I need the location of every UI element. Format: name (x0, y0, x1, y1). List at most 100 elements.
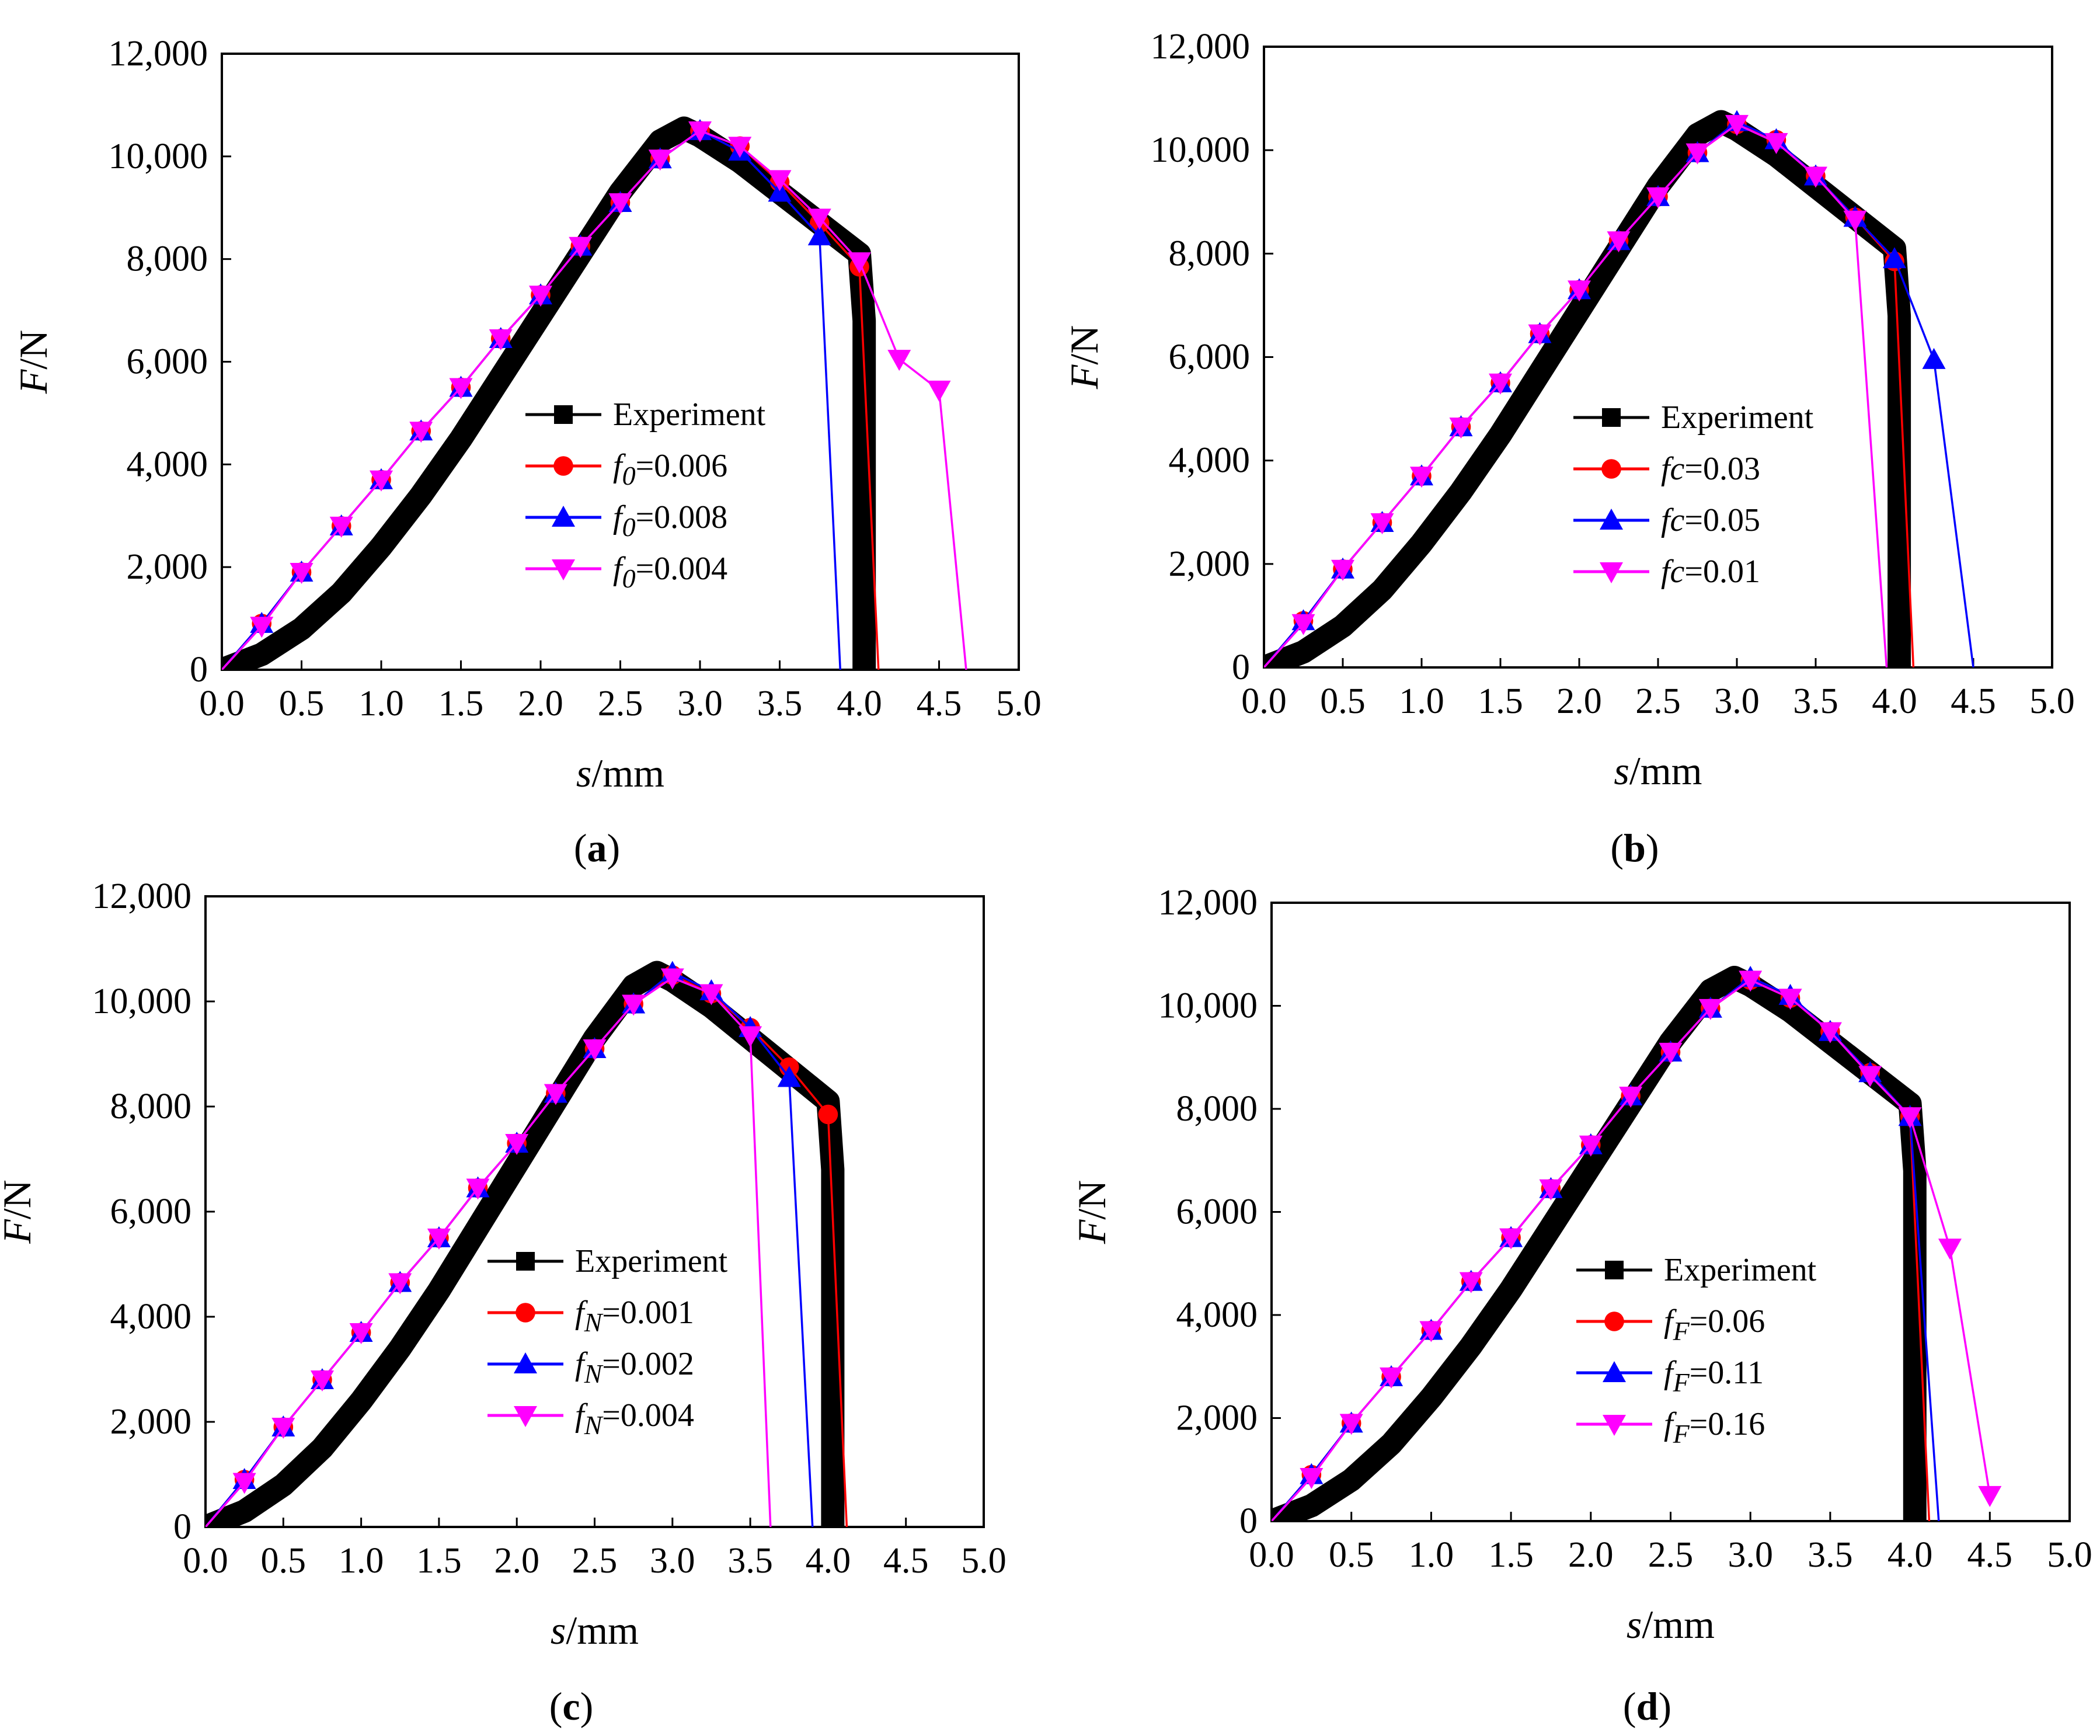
x-tick-label: 5.0 (996, 684, 1042, 723)
legend-value: =0.16 (1690, 1406, 1765, 1442)
data-point-f0-0-004 (648, 149, 672, 171)
experiment-band (222, 116, 876, 670)
caption-letter: a (587, 826, 607, 870)
data-point-fc-0-01 (1528, 324, 1552, 346)
experiment-point (1890, 431, 1909, 449)
experiment-point (1906, 1450, 1924, 1469)
data-point-fn-0-004 (505, 1134, 529, 1155)
legend-label: f0=0.008 (613, 499, 727, 542)
data-point-fc-0-01 (1725, 114, 1749, 136)
x-tick-label: 4.5 (883, 1541, 929, 1581)
caption-open: ( (1610, 826, 1624, 870)
data-point-ff-0-16 (1499, 1228, 1523, 1250)
legend-subscript: N (584, 1410, 604, 1440)
x-tick-label: 0.5 (1329, 1535, 1374, 1575)
data-point-fc-0-01 (1764, 133, 1788, 154)
caption-letter: c (562, 1684, 580, 1728)
data-point-f0-0-004 (409, 422, 433, 443)
data-point-ff-0-16 (1300, 1467, 1324, 1489)
data-point-fn-0-004 (466, 1178, 490, 1200)
data-point-f0-0-004 (449, 378, 473, 399)
legend-marker (514, 1352, 537, 1373)
legend: Experiment fF=0.06 fF=0.11 fF=0.16 (1576, 1252, 1817, 1449)
data-point-f0-0-008 (807, 224, 831, 246)
data-point-ff-0-16 (1459, 1272, 1483, 1293)
caption-open: ( (574, 826, 587, 870)
data-point-fn-0-004 (349, 1323, 373, 1344)
data-point-f0-0-004 (329, 516, 353, 538)
legend-item: f0=0.006 (525, 448, 727, 490)
legend-symbol: fc (1661, 502, 1685, 538)
legend-name: Experiment (1661, 399, 1814, 436)
legend-label: f0=0.006 (613, 448, 727, 490)
x-tick-label: 2.0 (1568, 1535, 1614, 1575)
y-tick-label: 6,000 (110, 1192, 192, 1231)
y-tick-label: 6,000 (1176, 1192, 1258, 1232)
data-point-fc-0-01 (1410, 467, 1433, 488)
data-point-fc-0-01 (1291, 614, 1315, 635)
experiment-band (1272, 965, 1927, 1521)
data-point-fn-0-004 (660, 968, 684, 990)
data-point-ff-0-16 (1978, 1485, 2002, 1507)
y-tick-label: 4,000 (110, 1297, 192, 1337)
legend-item: fN=0.001 (487, 1295, 694, 1337)
y-tick-label: 2,000 (127, 547, 208, 587)
x-tick-label: 2.5 (572, 1541, 618, 1581)
legend-label: Experiment (575, 1243, 728, 1279)
legend-item: fF=0.16 (1576, 1406, 1765, 1449)
legend-label: f0=0.004 (613, 551, 727, 593)
y-tick-label: 10,000 (109, 137, 208, 176)
legend-subscript: N (584, 1359, 604, 1389)
experiment-band (1264, 110, 1911, 667)
data-point-f0-0-004 (728, 137, 752, 158)
legend-item: Experiment (487, 1243, 728, 1279)
caption-close: ) (580, 1684, 594, 1728)
y-axis-unit: /N (1062, 325, 1106, 365)
data-point-fc-0-01 (1646, 187, 1670, 208)
data-point-ff-0-16 (1619, 1086, 1643, 1108)
legend-value: =0.002 (602, 1346, 694, 1382)
legend-item: f0=0.004 (525, 551, 727, 593)
legend-symbol: fc (1661, 554, 1685, 590)
x-tick-label: 3.5 (1808, 1535, 1853, 1575)
experiment-point (824, 1455, 842, 1473)
caption-close: ) (1658, 1684, 1671, 1728)
data-point-f0-0-004 (489, 329, 513, 350)
legend-label: fF=0.16 (1664, 1406, 1765, 1449)
data-point-fn-0-002 (777, 1066, 801, 1087)
y-tick-label: 8,000 (110, 1087, 192, 1126)
y-axis-label: F/N (1070, 1180, 1114, 1245)
data-point-fc-0-01 (1804, 166, 1827, 188)
x-tick-label: 1.5 (1488, 1535, 1534, 1575)
legend-subscript: 0 (622, 563, 636, 593)
data-point-f0-0-004 (887, 350, 911, 371)
plot-data (206, 961, 848, 1527)
x-tick-label: 4.5 (917, 684, 962, 723)
x-axis-label: s/mm (1627, 1602, 1715, 1647)
legend-item: fc=0.01 (1573, 554, 1760, 590)
y-axis-unit: /N (1070, 1180, 1114, 1220)
data-point-fc-0-01 (1685, 143, 1709, 165)
y-tick-label: 4,000 (1169, 441, 1251, 481)
caption-letter: b (1624, 826, 1646, 870)
experiment-point (855, 312, 873, 330)
legend-name: Experiment (575, 1243, 728, 1279)
experiment-point (824, 1287, 842, 1304)
legend-marker (1605, 1261, 1624, 1279)
legend-subscript: N (584, 1307, 604, 1337)
legend-value: =0.03 (1684, 451, 1760, 487)
x-tick-label: 0.0 (1241, 681, 1287, 721)
y-axis-var: F (11, 368, 55, 394)
x-tick-label: 3.5 (1793, 681, 1838, 721)
legend-label: fc=0.03 (1661, 451, 1760, 487)
data-point-ff-0-16 (1938, 1238, 1962, 1260)
data-point-f0-0-004 (608, 193, 632, 214)
legend-subscript: F (1673, 1316, 1690, 1346)
experiment-band (206, 961, 845, 1527)
data-point-ff-0-16 (1659, 1042, 1683, 1064)
legend-marker (552, 506, 575, 527)
y-axis-label: F/N (11, 330, 55, 395)
y-tick-label: 0 (173, 1507, 191, 1547)
data-point-fc-0-05 (1883, 247, 1906, 269)
